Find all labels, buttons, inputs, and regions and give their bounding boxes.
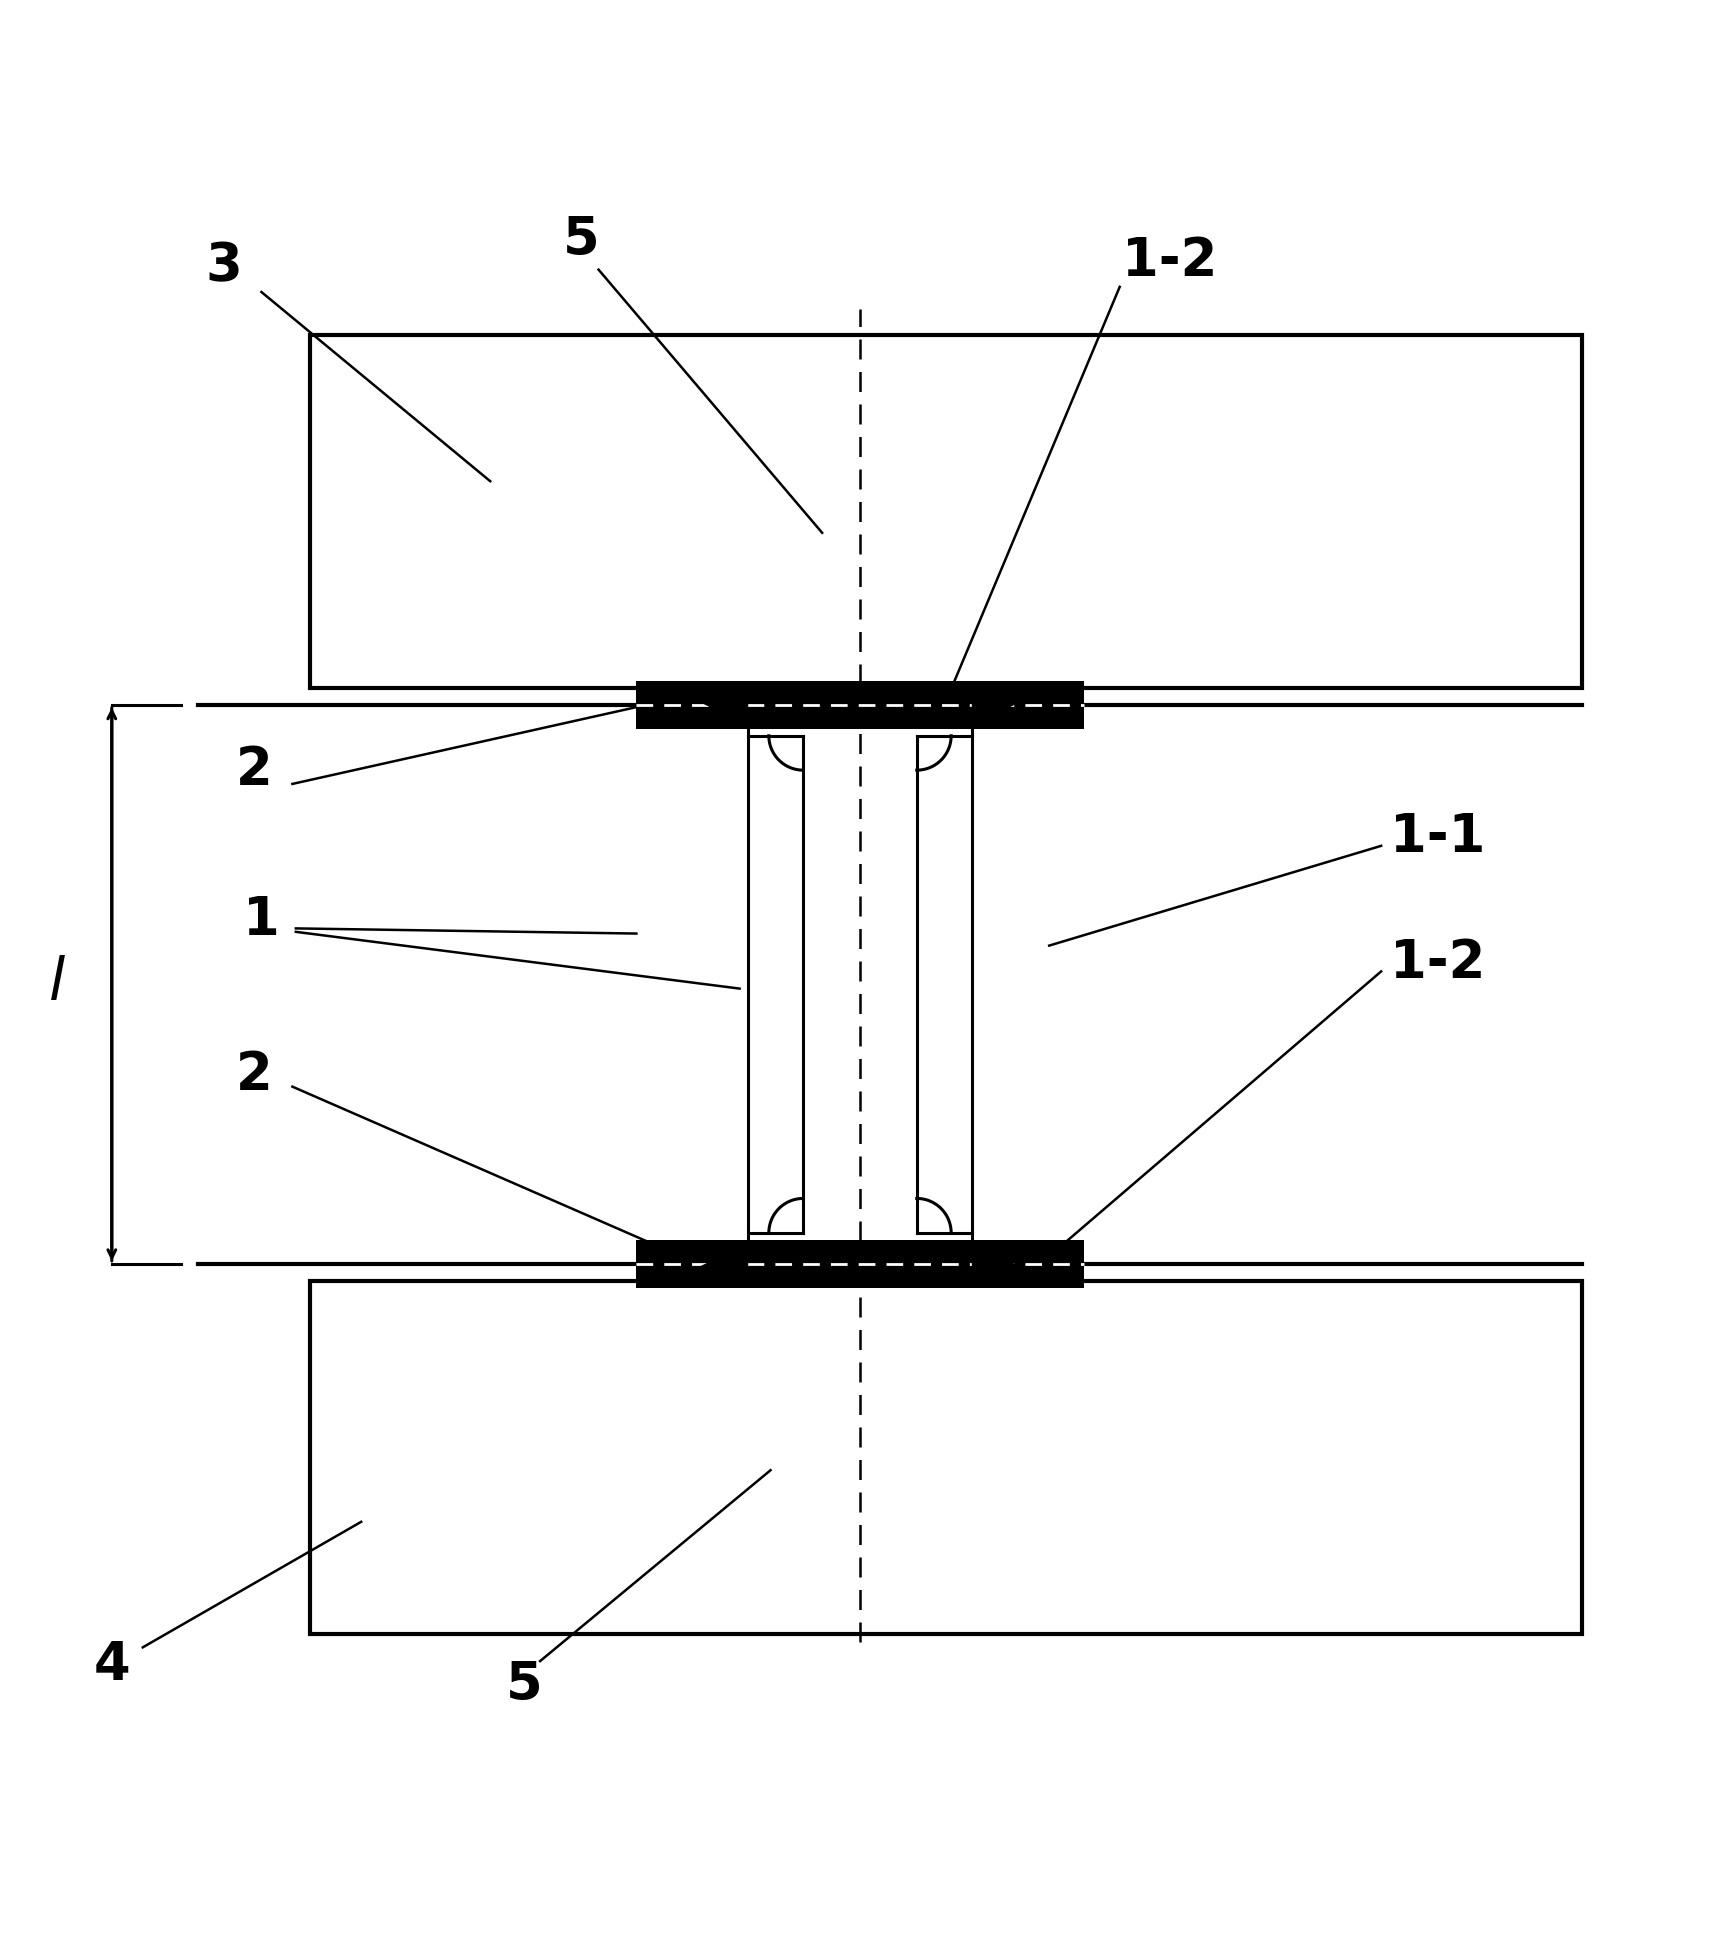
Polygon shape bbox=[662, 1243, 748, 1284]
Polygon shape bbox=[972, 684, 1058, 725]
Bar bbox=[636, 680, 1084, 729]
Polygon shape bbox=[662, 684, 748, 725]
Text: 4: 4 bbox=[93, 1639, 131, 1691]
Text: 1-2: 1-2 bbox=[1390, 937, 1484, 988]
Text: 1: 1 bbox=[243, 894, 280, 947]
Text: $l$: $l$ bbox=[48, 955, 65, 1011]
Text: 1-1: 1-1 bbox=[1390, 811, 1484, 862]
Text: 5: 5 bbox=[506, 1660, 544, 1711]
Bar bbox=[636, 1241, 1084, 1288]
Bar bbox=[310, 1282, 1582, 1633]
Text: 3: 3 bbox=[205, 241, 243, 292]
Bar bbox=[310, 335, 1582, 688]
Text: 2: 2 bbox=[236, 745, 273, 796]
Text: 1-2: 1-2 bbox=[1121, 235, 1218, 286]
Text: 5: 5 bbox=[562, 214, 600, 267]
Text: 2: 2 bbox=[236, 1049, 273, 1102]
Polygon shape bbox=[972, 1243, 1058, 1284]
